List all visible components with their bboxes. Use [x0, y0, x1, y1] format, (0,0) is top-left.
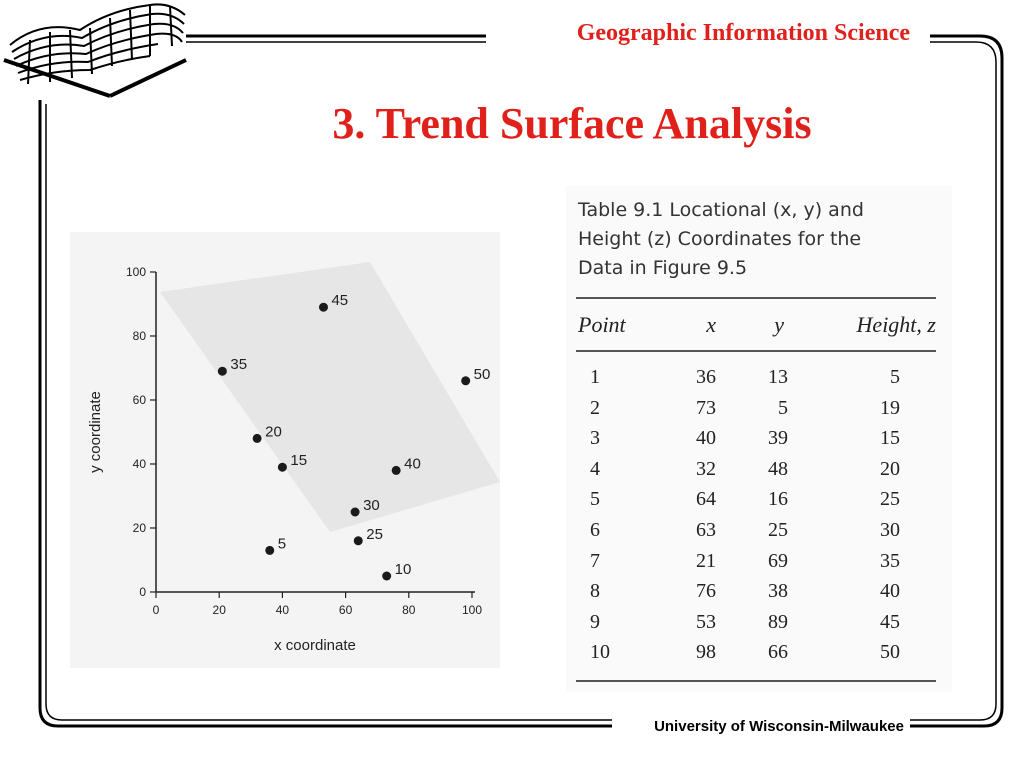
data-point: [353, 536, 363, 546]
table-header-cell: x: [706, 312, 716, 337]
y-tick-label: 40: [133, 457, 147, 471]
table-cell: 10: [590, 641, 610, 664]
table-cell: 73: [696, 396, 716, 419]
data-point: [461, 376, 471, 386]
table-cell: 63: [696, 519, 716, 541]
data-point: [391, 465, 401, 475]
table-cell: 89: [768, 610, 788, 633]
table-cell: 9: [590, 610, 600, 633]
header-title: Geographic Information Science: [486, 20, 914, 47]
table-header-cell: y: [774, 312, 784, 337]
table-cell: 40: [696, 427, 716, 450]
x-tick-label: 60: [339, 603, 353, 617]
table-cell: 16: [768, 488, 788, 511]
data-point: [350, 507, 360, 517]
table-bottom-rule: [576, 680, 936, 682]
data-point: [318, 302, 328, 312]
data-point: [265, 545, 275, 555]
data-point-label: 35: [230, 356, 247, 373]
data-point-label: 10: [395, 561, 412, 578]
table-cell: 7: [590, 549, 600, 572]
table-cell: 50: [880, 641, 900, 664]
table-cell: 45: [880, 610, 900, 633]
table-scan-background: [566, 186, 952, 692]
data-point-label: 40: [404, 455, 421, 472]
data-point-label: 25: [366, 526, 383, 543]
x-tick-label: 0: [153, 603, 160, 617]
table-header-cell: Point: [578, 312, 626, 337]
table-cell: 30: [880, 519, 900, 541]
table-cell: 3: [590, 427, 600, 450]
table-cell: 35: [880, 549, 900, 572]
table-cell: 36: [696, 366, 716, 388]
x-axis-label: x coordinate: [274, 637, 356, 654]
scatter-chart: 0 20 40 60 80 100 0 20 40 60 80 100 5 10 15 20 25 30 35 40…: [87, 262, 500, 654]
table-cell: 4: [590, 457, 600, 480]
table-cell: 48: [768, 457, 788, 480]
mesh-surface-logo-icon: [3, 3, 187, 98]
table-caption-line: Data in Figure 9.5: [578, 257, 748, 279]
data-point-label: 45: [331, 292, 348, 309]
trend-surface-shade: [160, 262, 500, 532]
table-cell: 76: [696, 580, 716, 603]
table-cell: 25: [880, 488, 900, 511]
table-cell: 15: [880, 427, 900, 450]
table-cell: 64: [696, 488, 716, 511]
y-tick-label: 0: [139, 585, 146, 599]
data-point: [277, 462, 287, 472]
table-cell: 66: [768, 641, 788, 664]
data-point: [382, 571, 392, 581]
table-cell: 20: [880, 457, 900, 480]
data-point: [217, 366, 227, 376]
x-tick-label: 100: [462, 603, 482, 617]
table-cell: 13: [768, 366, 788, 388]
y-tick-label: 60: [133, 393, 147, 407]
table-caption: Table 9.1 Locational (x, y) and Height (…: [578, 196, 948, 283]
table-cell: 21: [696, 549, 716, 572]
table-cell: 19: [880, 396, 900, 419]
y-axis-label: y coordinate: [87, 391, 104, 473]
x-tick-label: 80: [402, 603, 416, 617]
table-caption-line: Table 9.1 Locational (x, y) and: [578, 199, 864, 221]
table-cell: 5: [590, 488, 600, 511]
table-header-rule: [576, 350, 936, 352]
table-cell: 32: [696, 457, 716, 480]
table-caption-line: Height (z) Coordinates for the: [578, 228, 862, 250]
data-point-label: 15: [290, 452, 307, 469]
table-cell: 1: [590, 366, 600, 388]
table-cell: 5: [890, 366, 900, 388]
x-tick-label: 20: [213, 603, 227, 617]
table-cell: 69: [768, 549, 788, 572]
data-point-label: 20: [265, 423, 282, 440]
slide-title: 3. Trend Surface Analysis: [332, 99, 812, 148]
x-tick-label: 40: [276, 603, 290, 617]
data-point-label: 5: [278, 535, 286, 552]
table-cell: 39: [768, 427, 788, 450]
table-cell: 53: [696, 610, 716, 633]
table-cell: 5: [778, 396, 788, 419]
table-cell: 2: [590, 396, 600, 419]
table-cell: 25: [768, 519, 788, 541]
y-tick-label: 80: [133, 329, 147, 343]
data-point: [252, 433, 262, 443]
data-point-label: 50: [474, 366, 491, 383]
table-cell: 98: [696, 641, 716, 664]
table-cell: 38: [768, 580, 788, 603]
table-top-rule: [576, 297, 936, 299]
y-tick-label: 20: [133, 521, 147, 535]
footer-institution: University of Wisconsin-Milwaukee: [650, 718, 908, 735]
table-cell: 8: [590, 580, 600, 603]
data-point-label: 30: [363, 497, 380, 514]
table-cell: 40: [880, 580, 900, 603]
y-tick-label: 100: [126, 265, 146, 279]
table-cell: 6: [590, 519, 600, 541]
table-header-cell: Height, z: [856, 312, 936, 337]
